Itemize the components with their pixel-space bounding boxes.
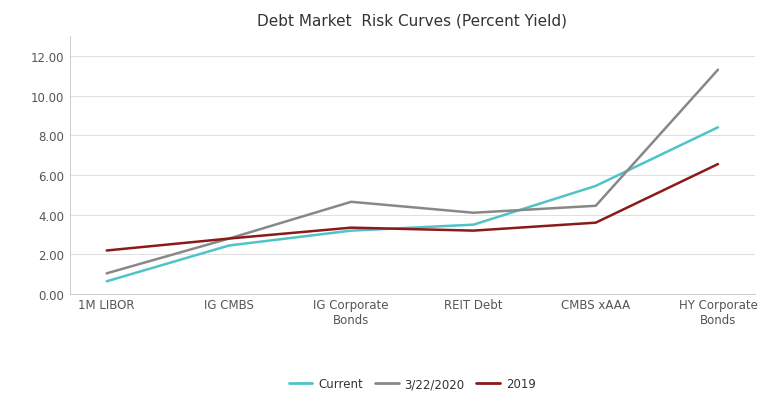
2019 (469, 229, 478, 234)
Current (591, 184, 601, 189)
2019 (591, 221, 601, 226)
Legend: Current, 3/22/2020, 2019: Current, 3/22/2020, 2019 (284, 373, 541, 395)
Line: 2019: 2019 (107, 165, 718, 251)
Line: 3/22/2020: 3/22/2020 (107, 70, 718, 274)
2019 (224, 236, 233, 241)
2019 (346, 226, 356, 231)
3/22/2020 (102, 271, 111, 276)
3/22/2020 (469, 211, 478, 216)
2019 (713, 162, 723, 167)
Title: Debt Market  Risk Curves (Percent Yield): Debt Market Risk Curves (Percent Yield) (258, 14, 567, 29)
3/22/2020 (713, 68, 723, 73)
Current (713, 126, 723, 130)
Current (346, 229, 356, 234)
Current (224, 243, 233, 248)
3/22/2020 (346, 200, 356, 205)
Current (469, 222, 478, 227)
Current (102, 279, 111, 284)
3/22/2020 (224, 236, 233, 241)
3/22/2020 (591, 204, 601, 209)
2019 (102, 248, 111, 253)
Line: Current: Current (107, 128, 718, 281)
